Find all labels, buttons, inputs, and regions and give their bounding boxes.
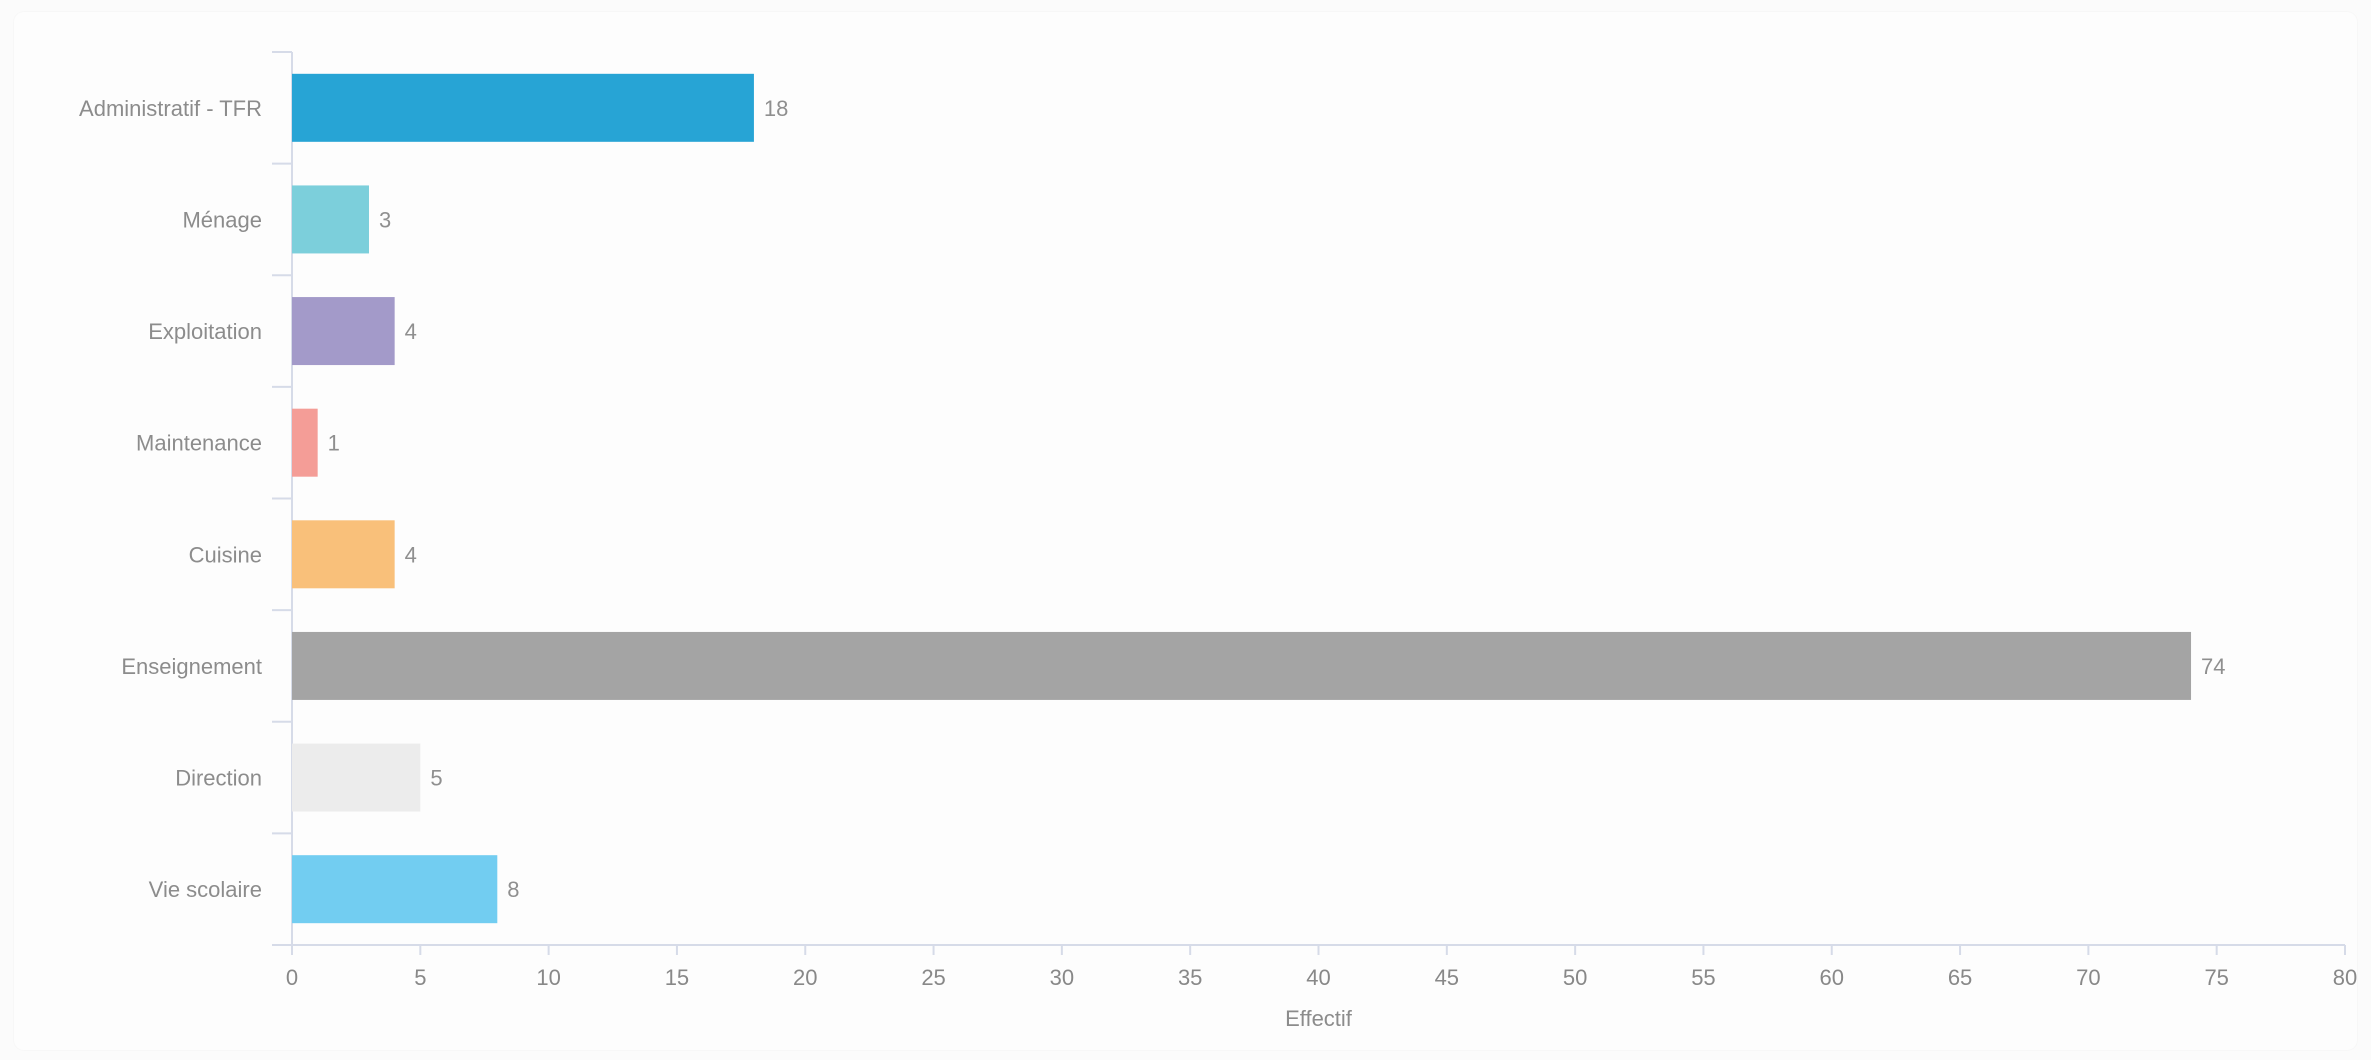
x-tick-label: 75 [2204, 965, 2228, 990]
bar[interactable] [292, 408, 318, 477]
bar[interactable] [292, 520, 395, 589]
x-axis-ticks: 0 5 10 15 20 25 30 35 40 45 50 55 60 65 70 75 80 [286, 945, 2357, 990]
x-axis-title: Effectif [1285, 1006, 1353, 1031]
x-tick-label: 40 [1306, 965, 1330, 990]
bar-value-label: 8 [507, 877, 519, 902]
y-tick-label: Vie scolaire [149, 877, 262, 902]
x-tick-label: 30 [1050, 965, 1074, 990]
bar[interactable] [292, 185, 369, 254]
x-tick-label: 25 [921, 965, 945, 990]
x-tick-label: 45 [1435, 965, 1459, 990]
bar-value-label: 1 [328, 431, 340, 456]
x-tick-label: 50 [1563, 965, 1587, 990]
y-tick-label: Enseignement [121, 654, 262, 679]
x-tick-label: 55 [1691, 965, 1715, 990]
bar-value-label: 18 [764, 96, 788, 121]
y-tick-label: Cuisine [189, 542, 262, 567]
bar-value-label: 3 [379, 207, 391, 232]
x-tick-label: 60 [1820, 965, 1844, 990]
bars [292, 73, 2192, 924]
x-tick-label: 20 [793, 965, 817, 990]
bar[interactable] [292, 855, 498, 924]
y-tick-label: Administratif - TFR [79, 96, 262, 121]
category-labels: Administratif - TFR Ménage Exploitation Mai… [79, 96, 262, 902]
x-tick-label: 35 [1178, 965, 1202, 990]
value-labels: 18 3 4 1 4 74 5 8 [328, 96, 2226, 902]
x-tick-label: 70 [2076, 965, 2100, 990]
x-tick-label: 65 [1948, 965, 1972, 990]
y-tick-label: Direction [175, 766, 262, 791]
y-tick-label: Ménage [182, 207, 262, 232]
bar-value-label: 5 [430, 766, 442, 791]
x-tick-label: 5 [414, 965, 426, 990]
x-tick-label: 15 [665, 965, 689, 990]
bar[interactable] [292, 743, 421, 812]
bar-value-label: 74 [2201, 654, 2225, 679]
y-tick-label: Exploitation [148, 319, 262, 344]
bar[interactable] [292, 73, 754, 142]
y-tick-label: Maintenance [136, 431, 262, 456]
bar[interactable] [292, 297, 395, 366]
x-tick-label: 80 [2333, 965, 2357, 990]
bar-value-label: 4 [405, 542, 417, 567]
bar[interactable] [292, 631, 2192, 700]
x-tick-label: 0 [286, 965, 298, 990]
x-tick-label: 10 [536, 965, 560, 990]
bar-value-label: 4 [405, 319, 417, 344]
y-axis-ticks [272, 51, 292, 946]
